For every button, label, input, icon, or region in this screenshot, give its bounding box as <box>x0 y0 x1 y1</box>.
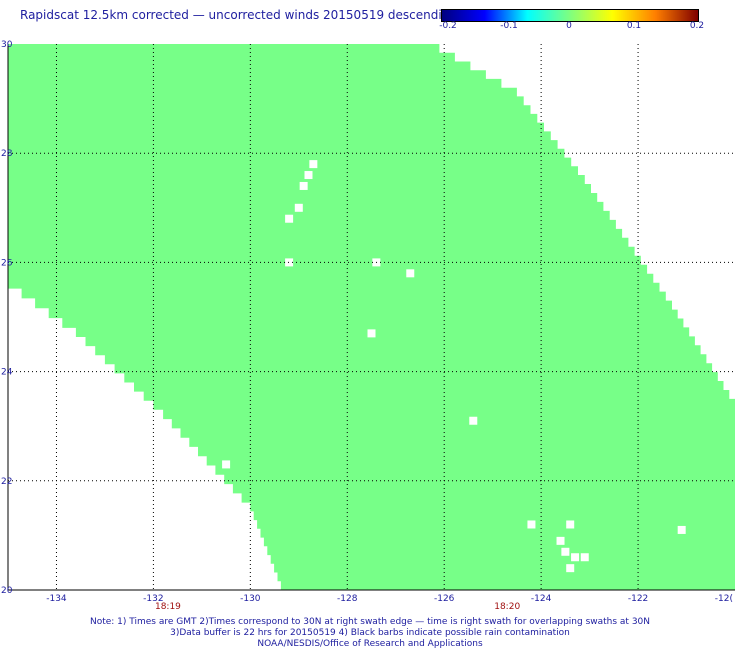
latitude-tick-label: 22 <box>1 477 12 487</box>
map-title: Rapidscat 12.5km corrected — uncorrected… <box>20 8 457 22</box>
latitude-tick-label: 24 <box>1 368 13 378</box>
time-label: 18:19 <box>155 602 181 612</box>
data-gap <box>285 258 294 267</box>
data-gap <box>309 160 318 169</box>
longitude-tick-label: -134 <box>46 594 67 604</box>
colorbar <box>441 9 699 22</box>
data-gap <box>561 547 570 556</box>
swath-region <box>8 44 735 590</box>
colorbar-label-zero: 0 <box>566 21 572 31</box>
data-gap <box>285 214 294 223</box>
colorbar-label-min: -0.2 <box>439 21 457 31</box>
data-gap <box>304 171 313 180</box>
longitude-tick-label: -126 <box>434 594 455 604</box>
colorbar-label-neg: -0.1 <box>500 21 518 31</box>
data-gap <box>469 416 478 425</box>
footnote-line-1: Note: 1) Times are GMT 2)Times correspon… <box>89 617 651 627</box>
longitude-tick-label: -132 <box>143 594 163 604</box>
colorbar-label-pos: 0.1 <box>626 21 642 31</box>
data-gap <box>527 520 536 529</box>
time-label: 18:20 <box>494 602 520 612</box>
longitude-tick-label: -128 <box>337 594 358 604</box>
data-gap <box>677 525 686 534</box>
longitude-tick-label: -124 <box>531 594 552 604</box>
data-gap <box>571 553 580 562</box>
data-gap <box>566 564 575 573</box>
data-gap <box>222 460 231 469</box>
latitude-tick-label: 26 <box>1 258 13 268</box>
longitude-tick-label: -122 <box>628 594 648 604</box>
longitude-tick-label: -12( <box>715 594 733 604</box>
colorbar-label-max: 0.2 <box>689 21 705 31</box>
latitude-tick-label: 28 <box>1 149 13 159</box>
footnote-line-3: NOAA/NESDIS/Office of Research and Appli… <box>257 639 483 649</box>
data-gap <box>299 181 308 190</box>
data-gap <box>566 520 575 529</box>
longitude-tick-label: -130 <box>240 594 261 604</box>
footnote-line-2: 3)Data buffer is 22 hrs for 20150519 4) … <box>170 628 570 638</box>
data-gap <box>556 536 565 545</box>
data-gap <box>580 553 589 562</box>
data-gap <box>367 329 376 338</box>
data-gap <box>294 203 303 212</box>
latitude-tick-label: 20 <box>1 586 13 596</box>
latitude-tick-label: 30 <box>1 40 13 50</box>
data-gap <box>406 269 415 278</box>
